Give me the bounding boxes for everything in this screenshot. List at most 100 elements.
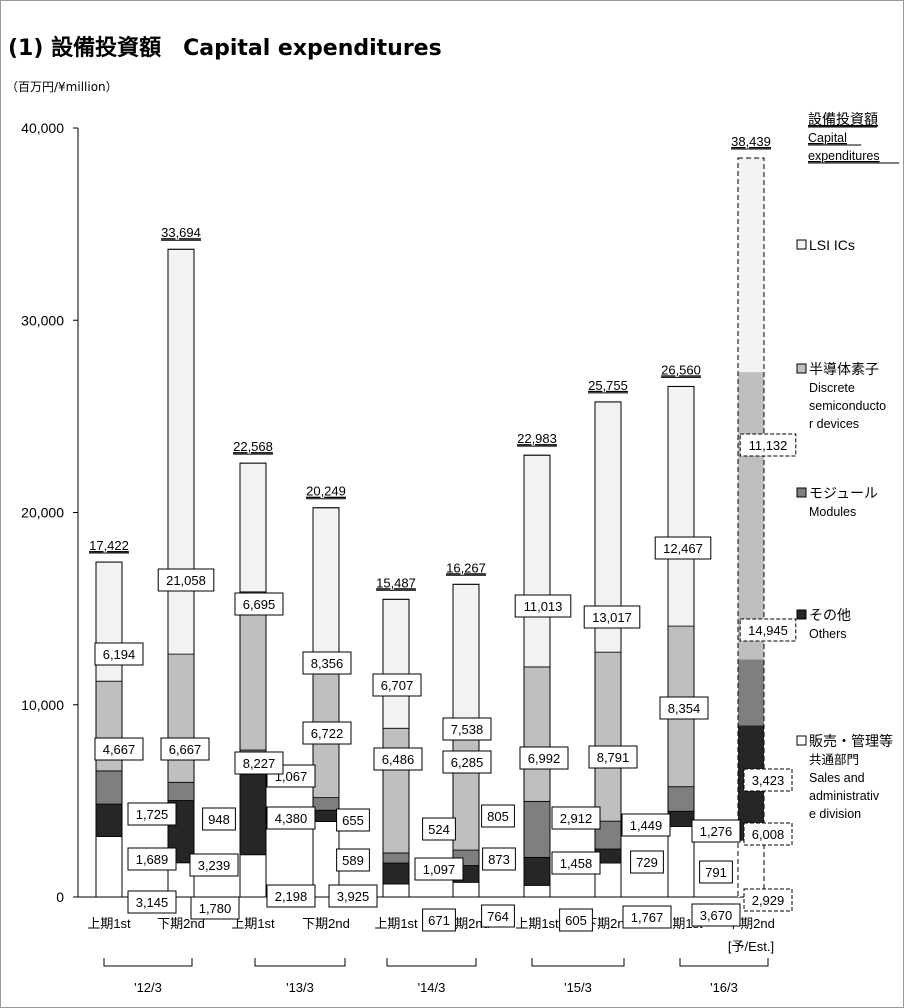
fiscal-year-bracket xyxy=(531,958,625,967)
legend-text: モジュール xyxy=(809,485,878,501)
data-label-box xyxy=(659,696,709,720)
data-label-box xyxy=(442,750,492,774)
data-label: 873 xyxy=(488,852,510,867)
data-label-box xyxy=(127,890,177,914)
data-label-box xyxy=(743,888,793,912)
data-label: 1,725 xyxy=(136,807,169,822)
fiscal-year-bracket xyxy=(679,958,769,967)
data-label: 6,008 xyxy=(752,827,785,842)
data-label: 1,097 xyxy=(423,862,456,877)
data-label: 791 xyxy=(705,865,727,880)
legend-marker xyxy=(796,239,807,250)
bar-segment xyxy=(452,881,480,898)
y-tick-label: 20,000 xyxy=(21,505,64,521)
data-label-box xyxy=(551,806,601,830)
data-label-box xyxy=(519,746,569,770)
data-label-box xyxy=(94,737,144,761)
y-tick-label: 0 xyxy=(56,889,64,905)
bar-segment xyxy=(667,810,695,827)
data-label-box xyxy=(514,594,572,618)
data-label: 524 xyxy=(428,822,450,837)
data-label-box xyxy=(559,908,593,932)
data-label: 1,276 xyxy=(700,824,733,839)
legend-marker xyxy=(796,735,807,746)
bar-segment xyxy=(312,797,340,811)
data-label-box xyxy=(414,857,464,881)
data-label-box xyxy=(630,850,664,874)
data-label-box xyxy=(588,745,638,769)
legend-text: e division xyxy=(809,807,861,821)
data-label: 605 xyxy=(565,913,587,928)
data-label-box xyxy=(422,817,456,841)
data-label-box xyxy=(654,536,712,560)
legend-marker xyxy=(796,363,807,374)
data-label: 6,722 xyxy=(311,726,344,741)
data-label-box xyxy=(202,807,236,831)
y-tick-label: 10,000 xyxy=(21,697,64,713)
bar-segment xyxy=(382,727,410,854)
data-label: 3,145 xyxy=(136,895,169,910)
bar-outline xyxy=(667,385,695,898)
data-label-box xyxy=(266,806,316,830)
data-label: 2,929 xyxy=(752,893,785,908)
bar-outline xyxy=(95,561,123,898)
fiscal-year-label: '12/3 xyxy=(134,980,162,995)
fiscal-year-label: '13/3 xyxy=(286,980,314,995)
bar-segment xyxy=(312,507,340,669)
data-label-box xyxy=(94,642,144,666)
legend-text: r devices xyxy=(809,417,859,431)
data-label: 764 xyxy=(487,909,509,924)
data-label-box xyxy=(422,908,456,932)
data-label: 6,695 xyxy=(243,597,276,612)
data-label: 7,538 xyxy=(451,722,484,737)
data-label: 805 xyxy=(487,809,509,824)
legend-text: administrativ xyxy=(809,789,880,803)
data-label-box xyxy=(157,568,215,592)
fiscal-year-label: '16/3 xyxy=(710,980,738,995)
bar-outline xyxy=(594,401,622,898)
fiscal-year-bracket xyxy=(103,958,193,967)
bar-segment xyxy=(452,583,480,730)
legend-marker xyxy=(796,609,807,620)
legend-text: Discrete xyxy=(809,381,855,395)
data-label-box xyxy=(336,848,370,872)
bar-segment xyxy=(523,800,551,858)
data-label-box xyxy=(266,884,316,908)
bar-segment xyxy=(239,591,267,751)
data-label-box xyxy=(373,747,423,771)
bar-segment xyxy=(382,883,410,898)
data-label-box xyxy=(127,802,177,826)
bar-segment xyxy=(167,781,195,801)
data-label: 8,354 xyxy=(668,701,701,716)
data-label: 1,449 xyxy=(630,818,663,833)
data-label: 589 xyxy=(342,853,364,868)
fiscal-year-label: '14/3 xyxy=(418,980,446,995)
legend-text: 設備投資額 xyxy=(808,111,878,127)
data-label-box xyxy=(372,673,422,697)
data-label: 1,780 xyxy=(199,901,232,916)
bar-segment xyxy=(523,856,551,886)
data-label-box xyxy=(622,905,672,929)
bar-segment xyxy=(738,659,764,726)
data-label-box xyxy=(691,903,741,927)
data-label-box xyxy=(234,751,284,775)
bar-outline xyxy=(523,454,551,898)
y-tick-label: 40,000 xyxy=(21,120,64,136)
bar-segment xyxy=(738,372,764,660)
bar-segment xyxy=(167,248,195,655)
x-tick-label: 上期1st xyxy=(87,916,131,931)
data-label-box xyxy=(481,804,515,828)
chart-title: (1) 設備投資額 Capital expenditures xyxy=(8,36,442,61)
bar-segment xyxy=(667,386,695,627)
data-label-box xyxy=(442,717,492,741)
data-label: 12,467 xyxy=(663,541,703,556)
fiscal-year-bracket xyxy=(254,958,346,967)
bar-segment xyxy=(312,809,340,822)
bar-segment xyxy=(167,653,195,783)
bar-segment xyxy=(667,786,695,812)
x-tick-label: 上期1st xyxy=(231,916,275,931)
bar-segment xyxy=(523,884,551,898)
bar-total-label: 38,439 xyxy=(731,134,771,149)
bar-total-label: 16,267 xyxy=(446,560,486,575)
